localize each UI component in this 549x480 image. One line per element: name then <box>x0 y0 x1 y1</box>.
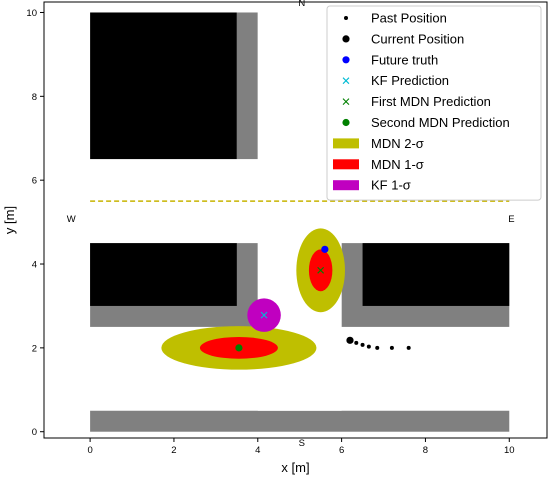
legend-label: Future truth <box>371 52 438 67</box>
past-position-point <box>389 345 394 350</box>
legend-label: Past Position <box>371 11 447 26</box>
building-block <box>90 243 237 306</box>
legend-marker <box>344 16 348 20</box>
legend-item-kf-1: KF 1-σ <box>333 178 411 193</box>
current-position-point <box>346 336 354 344</box>
legend-item-kf-prediction: KF Prediction <box>342 73 449 88</box>
legend-marker <box>342 98 350 105</box>
legend-marker <box>333 180 359 191</box>
legend-item-mdn-2: MDN 2-σ <box>333 136 424 151</box>
building-block <box>90 12 237 160</box>
past-position-point <box>354 340 359 345</box>
legend-item-past-position: Past Position <box>344 11 447 26</box>
x-tick-label: 8 <box>423 445 428 456</box>
legend-label: MDN 1-σ <box>371 157 424 172</box>
sidewalk-block <box>90 410 510 432</box>
compass-s: S <box>299 438 305 449</box>
plot-frame <box>43 1 548 439</box>
legend-marker <box>342 56 350 64</box>
trajectory-points <box>235 245 411 352</box>
y-tick-label: 2 <box>32 343 37 354</box>
sidewalk-block <box>236 12 258 160</box>
environment-layer <box>90 12 510 432</box>
legend-label: First MDN Prediction <box>371 94 491 109</box>
y-tick-label: 6 <box>32 176 37 187</box>
x-axis-label: x [m] <box>281 460 309 475</box>
past-position-point <box>366 344 371 349</box>
legend-marker <box>342 118 350 127</box>
first-mdn-prediction-point-stroke <box>317 266 325 274</box>
legend-marker <box>342 35 350 43</box>
y-tick-label: 4 <box>32 260 37 271</box>
legend-box <box>326 5 542 201</box>
second-mdn-prediction-point <box>235 344 243 352</box>
legend-items: Past Position Current Position Future trut… <box>333 11 510 193</box>
legend: Past Position Current Position Future trut… <box>326 5 542 201</box>
legend-marker <box>342 77 350 85</box>
legend-item-future-truth: Future truth <box>342 52 438 67</box>
first-mdn-prediction-point <box>317 266 325 274</box>
legend-item-current-position: Current Position <box>342 31 464 46</box>
x-tick-label: 4 <box>255 445 260 456</box>
legend-item-second-mdn-prediction: Second MDN Prediction <box>342 115 510 130</box>
y-axis-label: y [m] <box>2 206 17 234</box>
x-tick-label: 10 <box>504 445 515 456</box>
y-tick-label: 10 <box>26 8 37 19</box>
building-block <box>362 243 510 306</box>
legend-label: KF 1-σ <box>371 178 411 193</box>
x-tick-label: 2 <box>171 445 176 456</box>
legend-item-mdn-1: MDN 1-σ <box>333 157 424 172</box>
x-tick-label: 0 <box>87 445 92 456</box>
compass-labels: N S W E <box>67 0 515 449</box>
past-position-point <box>406 345 411 350</box>
compass-n: N <box>298 0 305 9</box>
legend-marker <box>333 138 359 149</box>
y-tick-label: 0 <box>32 427 37 438</box>
legend-marker <box>333 159 359 170</box>
legend-marker-stroke <box>342 98 350 105</box>
past-position-point <box>375 345 380 350</box>
kf-prediction-point <box>260 311 268 319</box>
future-truth-point <box>321 245 329 253</box>
compass-w: W <box>67 214 76 225</box>
legend-label: Current Position <box>371 31 464 46</box>
legend-label: KF Prediction <box>371 73 449 88</box>
past-position-point <box>360 342 365 347</box>
legend-label: Second MDN Prediction <box>371 115 510 130</box>
axis-ticks: 0 2 4 6 8 10 0 2 4 6 8 10 <box>26 8 514 456</box>
legend-item-first-mdn-prediction: First MDN Prediction <box>342 94 491 109</box>
y-tick-label: 8 <box>32 92 37 103</box>
kf-prediction-point-stroke <box>260 311 268 319</box>
x-tick-label: 6 <box>339 445 344 456</box>
compass-e: E <box>508 214 514 225</box>
legend-marker-stroke <box>342 77 350 85</box>
legend-label: MDN 2-σ <box>371 136 424 151</box>
